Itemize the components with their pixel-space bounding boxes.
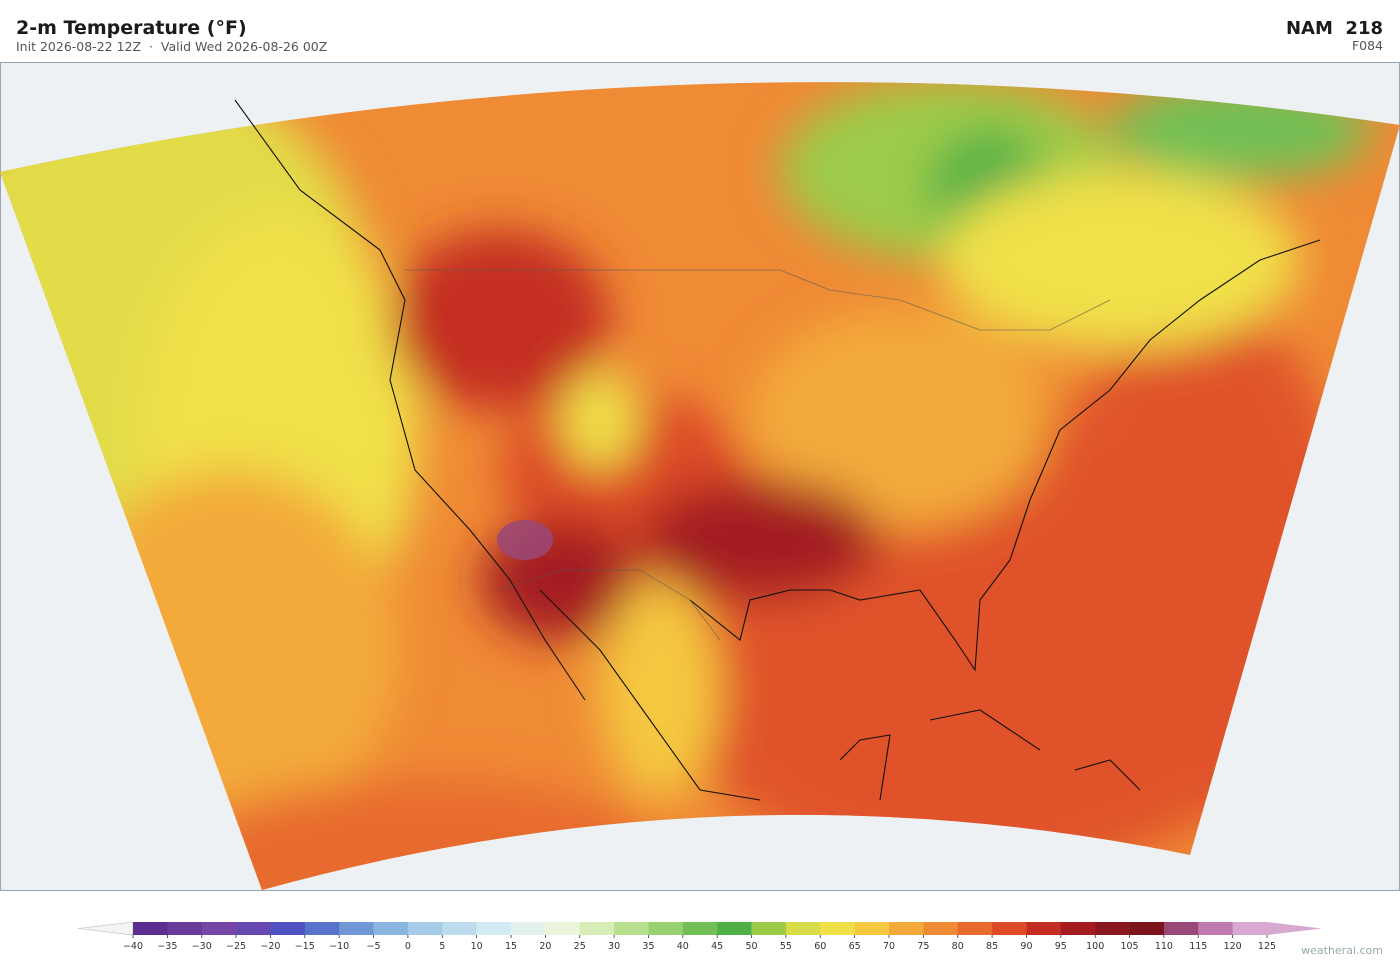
- colorbar-tick-label: −30: [192, 941, 212, 952]
- colorbar-tick-label: 15: [505, 941, 517, 952]
- colorbar-tick-label: 45: [711, 941, 723, 952]
- colorbar-tick-label: −5: [367, 941, 381, 952]
- colorbar-under: [77, 921, 134, 936]
- colorbar-tick-label: −15: [295, 941, 315, 952]
- colorbar: −40 −35 −30 −25 −20 −15 −10 −5 0 5 10 15 20 25 30 35 40 4…: [77, 921, 1322, 952]
- colorbar-segment: [1163, 922, 1199, 935]
- colorbar-tick-label: 30: [608, 941, 620, 952]
- colorbar-tick-label: 20: [539, 941, 551, 952]
- colorbar-tick-label: −25: [226, 941, 246, 952]
- colorbar-tick-label: 60: [814, 941, 826, 952]
- colorbar-tick-label: 95: [1055, 941, 1067, 952]
- borders: [405, 269, 1111, 641]
- colorbar-tick-label: 5: [439, 941, 445, 952]
- colorbar-tick-label: 85: [986, 941, 998, 952]
- colorbar-segment: [1026, 922, 1062, 935]
- colorbar-tick-label: 100: [1086, 941, 1104, 952]
- colorbar-segment: [1060, 922, 1096, 935]
- map-panel: [0, 62, 1400, 891]
- colorbar-tick-label: 105: [1120, 941, 1138, 952]
- colorbar-segment: [1198, 922, 1233, 935]
- colorbar-segment: [373, 922, 409, 935]
- coastlines: [234, 99, 1321, 801]
- forecast-hour: F084: [1352, 38, 1383, 53]
- colorbar-segment: [1095, 922, 1130, 935]
- colorbar-tick-label: 25: [574, 941, 586, 952]
- colorbar-tick-label: −35: [157, 941, 177, 952]
- colorbar-tick-label: 65: [849, 941, 861, 952]
- colorbar-tick-label: 90: [1020, 941, 1032, 952]
- colorbar-tick-label: 110: [1155, 941, 1173, 952]
- colorbar-tick-label: 10: [471, 941, 483, 952]
- colorbar-tick-label: 40: [677, 941, 689, 952]
- colorbar-segment: [270, 922, 306, 935]
- colorbar-segment: [407, 922, 443, 935]
- colorbar-segment: [717, 922, 752, 935]
- subtitle: Init 2026-08-22 12Z · Valid Wed 2026-08-…: [16, 39, 327, 54]
- colorbar-tick-label: 80: [952, 941, 964, 952]
- colorbar-segment: [820, 922, 855, 935]
- colorbar-segment: [614, 922, 649, 935]
- colorbar-segment: [648, 922, 684, 935]
- colorbar-segment: [545, 922, 581, 935]
- title: 2-m Temperature (°F): [16, 17, 247, 39]
- colorbar-over: [1267, 922, 1322, 935]
- colorbar-tick-label: −40: [123, 941, 143, 952]
- colorbar-segment: [923, 922, 959, 935]
- colorbar-segment: [511, 922, 546, 935]
- colorbar-segment: [751, 922, 787, 935]
- colorbar-segment: [785, 922, 821, 935]
- colorbar-segment: [854, 922, 890, 935]
- colorbar-tick-label: 120: [1224, 941, 1242, 952]
- colorbar-segment: [1129, 922, 1165, 935]
- colorbar-tick-label: 115: [1189, 941, 1207, 952]
- colorbar-segment: [442, 922, 477, 935]
- watermark: weatherai.com: [1301, 944, 1383, 957]
- colorbar-tick-label: 55: [780, 941, 792, 952]
- colorbar-segment: [889, 922, 924, 935]
- colorbar-tick-label: −20: [260, 941, 280, 952]
- colorbar-segment: [133, 922, 168, 935]
- colorbar-tick-label: 0: [405, 941, 411, 952]
- model-name: NAM 218: [1286, 18, 1383, 39]
- colorbar-segment: [682, 922, 718, 935]
- colorbar-segment: [304, 922, 340, 935]
- colorbar-segment: [339, 922, 374, 935]
- colorbar-segment: [957, 922, 993, 935]
- colorbar-tick-label: 50: [745, 941, 757, 952]
- colorbar-tick-label: 125: [1258, 941, 1276, 952]
- colorbar-segment: [579, 922, 615, 935]
- colorbar-segment: [1232, 922, 1268, 935]
- colorbar-tick-label: 70: [883, 941, 895, 952]
- colorbar-segment: [201, 922, 237, 935]
- colorbar-segment: [476, 922, 512, 935]
- colorbar-tick-label: 35: [642, 941, 654, 952]
- colorbar-segment: [236, 922, 271, 935]
- colorbar-segment: [992, 922, 1027, 935]
- colorbar-tick-label: 75: [917, 941, 929, 952]
- colorbar-tick-label: −10: [329, 941, 349, 952]
- colorbar-segment: [167, 922, 203, 935]
